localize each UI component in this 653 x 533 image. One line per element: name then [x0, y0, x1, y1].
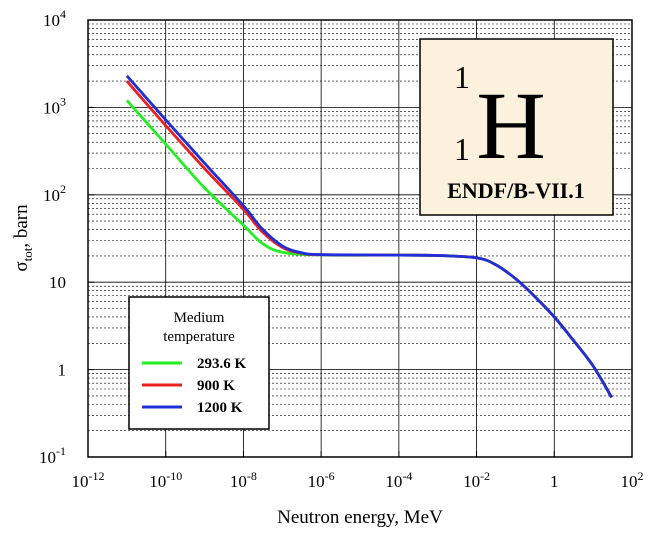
x-tick-label: 10-10 [149, 469, 182, 491]
y-axis-subscript: tot [20, 247, 35, 261]
x-tick-label: 1 [550, 472, 559, 491]
legend-label-2: 1200 K [197, 400, 243, 416]
x-axis-title: Neutron energy, MeV [277, 507, 443, 528]
grid [88, 20, 632, 457]
plot-frame [87, 19, 633, 458]
x-tick-label: 10-2 [463, 469, 490, 491]
y-tick-label: 10-1 [39, 444, 66, 467]
y-axis-title: σtot, barn [11, 204, 35, 272]
x-tick-label: 10-6 [308, 469, 335, 491]
y-tick-label: 10 [49, 273, 66, 292]
series-line-2 [125, 74, 613, 399]
element-label-background [419, 38, 614, 216]
legend-title-line1: Medium [174, 310, 225, 326]
x-tick-label: 10-4 [385, 469, 412, 491]
y-tick-label: 1 [58, 361, 67, 380]
x-tick-label: 102 [621, 469, 644, 491]
element-library: ENDF/B-VII.1 [447, 178, 585, 203]
x-tick-label: 10-12 [72, 469, 105, 491]
element-label-box: 1 1 H ENDF/B-VII.1 [419, 38, 614, 216]
y-axis-unit: , barn [11, 204, 32, 248]
element-symbol: H [476, 72, 545, 179]
legend-label-1: 900 K [197, 378, 235, 394]
legend-title-line2: temperature [163, 329, 235, 345]
x-tick-label: 10-8 [230, 469, 257, 491]
y-tick-label: 103 [43, 94, 66, 117]
y-tick-label: 104 [43, 7, 66, 30]
legend-label-0: 293.6 K [197, 356, 247, 372]
legend: Medium temperature 293.6 K 900 K 1200 K [128, 296, 270, 430]
series-group [125, 74, 613, 399]
legend-entries: 293.6 K 900 K 1200 K [142, 356, 247, 416]
element-atomic-number: 1 [454, 131, 470, 167]
y-axis-title-text: σtot, barn [11, 204, 35, 272]
x-tick-labels: 10-12 10-10 10-8 10-6 10-4 10-2 1 102 [72, 451, 644, 491]
element-mass-number: 1 [454, 59, 470, 95]
y-axis-sigma: σ [11, 261, 32, 271]
y-tick-label: 102 [43, 182, 66, 205]
